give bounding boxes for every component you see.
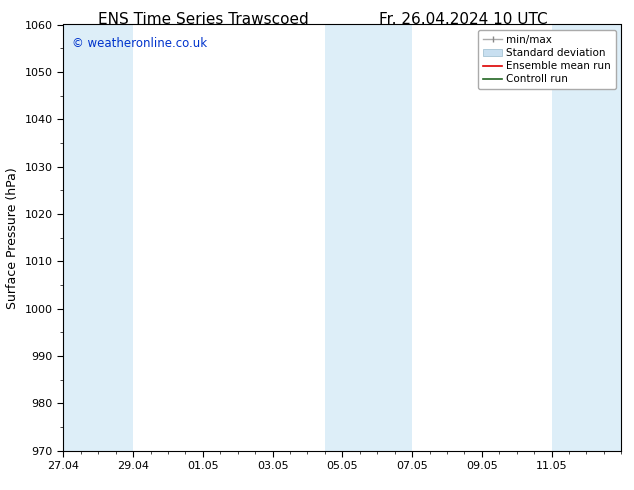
Bar (552, 24, 621, 451)
Bar (63, 24, 133, 451)
Legend: min/max, Standard deviation, Ensemble mean run, Controll run: min/max, Standard deviation, Ensemble me… (478, 30, 616, 90)
Text: Fr. 26.04.2024 10 UTC: Fr. 26.04.2024 10 UTC (378, 12, 547, 27)
Y-axis label: Surface Pressure (hPa): Surface Pressure (hPa) (6, 167, 19, 309)
Text: ENS Time Series Trawscoed: ENS Time Series Trawscoed (98, 12, 308, 27)
Text: © weatheronline.co.uk: © weatheronline.co.uk (72, 37, 207, 50)
Bar (325, 24, 412, 451)
